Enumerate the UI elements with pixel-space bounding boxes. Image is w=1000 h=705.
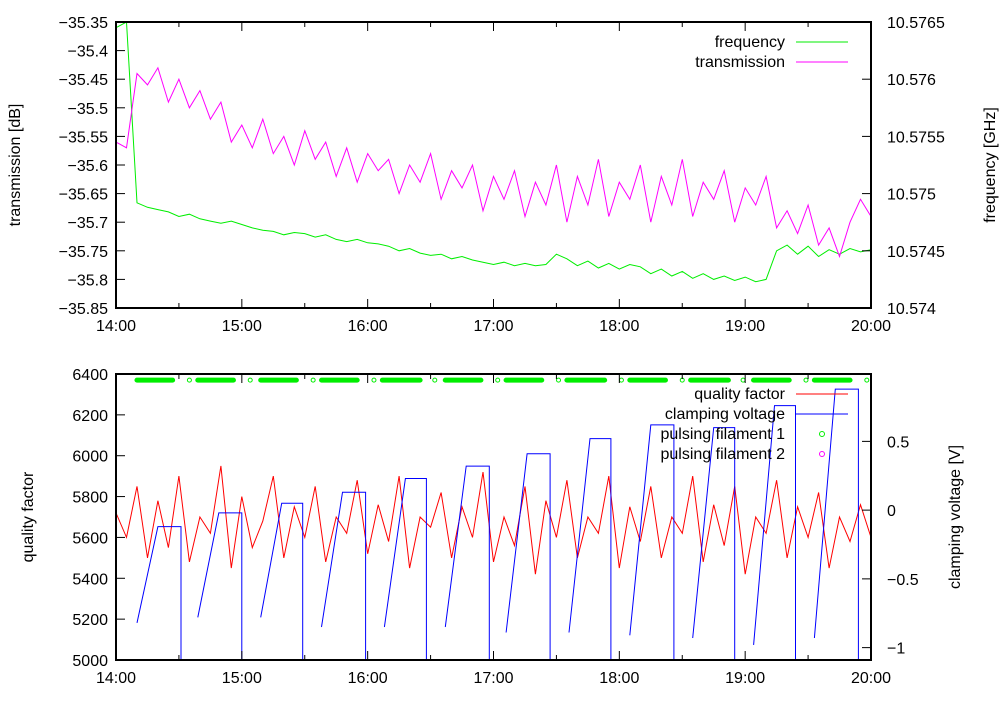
x-tick-label: 20:00 — [851, 318, 891, 335]
y-tick-label: −35.6 — [68, 158, 109, 175]
filament-1-point-marker — [495, 377, 501, 383]
y-tick-label: 5200 — [72, 612, 108, 629]
clamping-voltage-cycle — [692, 427, 736, 660]
y2-tick-label: 10.5745 — [887, 244, 945, 261]
y-tick-label: −35.5 — [68, 101, 109, 118]
y-tick-label: −35.85 — [59, 301, 108, 318]
y-tick-label: −35.7 — [68, 215, 109, 232]
top-panel: 14:00 15:00 16:00 17:00 18:00 19:00 20:00 −35.3… — [7, 15, 999, 335]
y2-tick-label: −0.5 — [887, 572, 919, 589]
legend-marker — [819, 451, 825, 457]
y2-tick-label: 10.5765 — [887, 15, 945, 32]
x-tick-label: 14:00 — [96, 670, 136, 687]
x-tick-label: 15:00 — [222, 670, 262, 687]
legend-label: pulsing filament 1 — [660, 426, 785, 443]
clamping-voltage-cycle — [260, 502, 304, 660]
legend-label: quality factor — [694, 386, 785, 403]
y-tick-label: −35.8 — [68, 272, 109, 289]
y-tick-label: −35.65 — [59, 187, 108, 204]
series-line-frequency — [116, 22, 871, 283]
filament-1-point-marker — [432, 377, 438, 383]
x-tick-label: 20:00 — [851, 670, 891, 687]
filament-1-point-marker — [247, 377, 253, 383]
legend-label: clamping voltage — [665, 406, 785, 423]
y2-axis-label: clamping voltage [V] — [947, 445, 964, 589]
filament-1-point-marker — [864, 377, 870, 383]
clamping-voltage-cycle — [444, 465, 490, 660]
legend-label: frequency — [715, 34, 785, 51]
series-line-transmission — [116, 66, 871, 259]
y-tick-label: −35.55 — [59, 129, 108, 146]
clamping-voltage-cycle — [197, 512, 243, 660]
legend-label: transmission — [695, 54, 785, 71]
y-tick-label: 5800 — [72, 490, 108, 507]
y-tick-label: −35.45 — [59, 72, 108, 89]
bottom-panel: 14:00 15:00 16:00 17:00 18:00 19:00 20:00 6400 6… — [20, 367, 964, 687]
x-tick-label: 19:00 — [725, 318, 765, 335]
x-tick-label: 17:00 — [473, 318, 513, 335]
y-tick-label: 6000 — [72, 449, 108, 466]
clamping-voltage-cycle — [136, 526, 182, 660]
x-tick-label: 19:00 — [725, 670, 765, 687]
x-tick-label: 18:00 — [599, 670, 639, 687]
clamping-voltage-cycle — [321, 491, 367, 660]
y-tick-label: 6400 — [72, 367, 108, 384]
x-tick-label: 17:00 — [473, 670, 513, 687]
clamping-voltage-cycle — [505, 453, 551, 660]
y-tick-label: 5400 — [72, 571, 108, 588]
y-tick-label: −35.35 — [59, 15, 108, 32]
filament-1-point-marker — [556, 377, 562, 383]
y-tick-label: 6200 — [72, 408, 108, 425]
y2-axis-label: frequency [GHz] — [982, 107, 999, 223]
x-tick-label: 18:00 — [599, 318, 639, 335]
y2-tick-label: 10.575 — [887, 187, 936, 204]
series-line-quality-factor — [116, 465, 871, 575]
legend-label: pulsing filament 2 — [660, 446, 785, 463]
x-tick-label: 15:00 — [222, 318, 262, 335]
y-axis-label: quality factor — [20, 471, 37, 562]
filament-1-point-marker — [371, 377, 377, 383]
plot-area — [116, 377, 871, 660]
plot-area — [116, 22, 871, 283]
x-tick-label: 14:00 — [96, 318, 136, 335]
y-tick-label: 5000 — [72, 653, 108, 670]
filament-1-point-marker — [186, 377, 192, 383]
y2-tick-label: 10.5755 — [887, 129, 945, 146]
x-tick-label: 16:00 — [348, 318, 388, 335]
filament-1-point-marker — [803, 377, 809, 383]
legend: quality factor clamping voltage pulsing fi… — [660, 386, 848, 463]
x-tick-label: 16:00 — [348, 670, 388, 687]
clamping-voltage-cycle — [629, 424, 675, 660]
legend: frequency transmission — [695, 34, 848, 71]
clamping-voltage-cycle — [383, 478, 427, 660]
legend-marker — [819, 431, 825, 437]
y2-tick-label: 0.5 — [887, 434, 909, 451]
y2-tick-label: −1 — [887, 641, 905, 658]
y2-tick-label: 10.574 — [887, 301, 936, 318]
y-tick-label: −35.4 — [68, 44, 109, 61]
y-tick-label: 5600 — [72, 530, 108, 547]
clamping-voltage-cycle — [753, 405, 796, 660]
filament-1-point-marker — [618, 377, 624, 383]
y-tick-label: −35.75 — [59, 244, 108, 261]
clamping-voltage-cycle — [813, 388, 859, 660]
clamping-voltage-cycle — [568, 438, 612, 660]
y-axis-label: transmission [dB] — [7, 104, 24, 227]
y2-tick-label: 10.576 — [887, 72, 936, 89]
y2-tick-label: 0 — [887, 503, 896, 520]
filament-1-point-marker — [310, 377, 316, 383]
filament-1-point-marker — [740, 377, 746, 383]
